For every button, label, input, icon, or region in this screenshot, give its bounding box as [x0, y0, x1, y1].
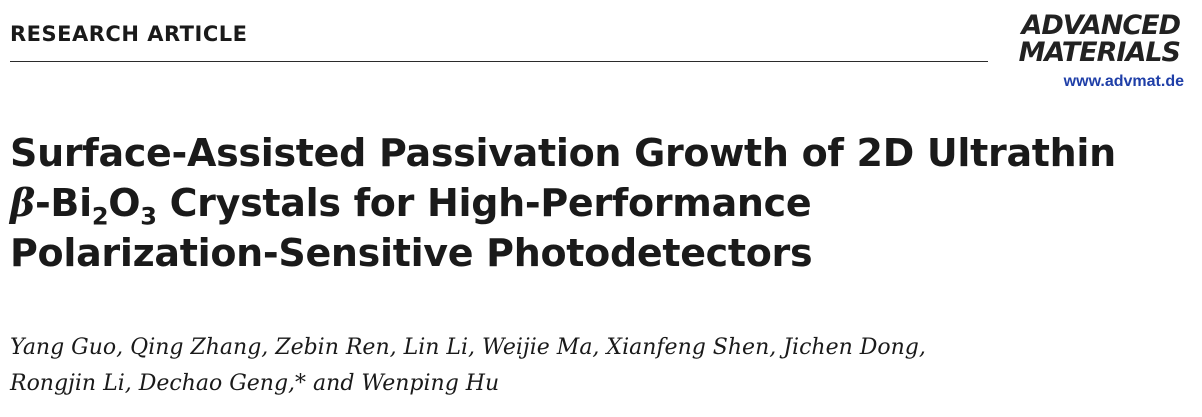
title-bi: -Bi	[34, 181, 92, 225]
section-label: RESEARCH ARTICLE	[10, 22, 248, 46]
title-line-2-rest: Crystals for High-Performance	[156, 181, 812, 225]
title-subscript-2: 2	[91, 202, 109, 231]
title-line-3: Polarization-Sensitive Photodetectors	[10, 231, 813, 275]
author-list: Yang Guo, Qing Zhang, Zebin Ren, Lin Li,…	[10, 330, 1190, 402]
title-beta-symbol: β	[10, 180, 35, 225]
title-o: O	[108, 181, 141, 225]
author-line-1: Yang Guo, Qing Zhang, Zebin Ren, Lin Li,…	[10, 335, 926, 360]
header-divider	[10, 61, 988, 62]
title-subscript-3: 3	[140, 202, 157, 231]
author-line-2: Rongjin Li, Dechao Geng,* and Wenping Hu	[10, 371, 500, 396]
article-title: Surface-Assisted Passivation Growth of 2…	[10, 128, 1160, 278]
journal-logo-line2: MATERIALS	[1018, 37, 1181, 68]
title-line-1: Surface-Assisted Passivation Growth of 2…	[10, 131, 1116, 175]
journal-logo: ADVANCED MATERIALS	[1018, 10, 1181, 68]
title-line-2: β-Bi2O3 Crystals for High-Performance	[10, 178, 1160, 231]
journal-url-link[interactable]: www.advmat.de	[1063, 73, 1184, 90]
journal-logo-line1: ADVANCED	[1021, 10, 1181, 41]
